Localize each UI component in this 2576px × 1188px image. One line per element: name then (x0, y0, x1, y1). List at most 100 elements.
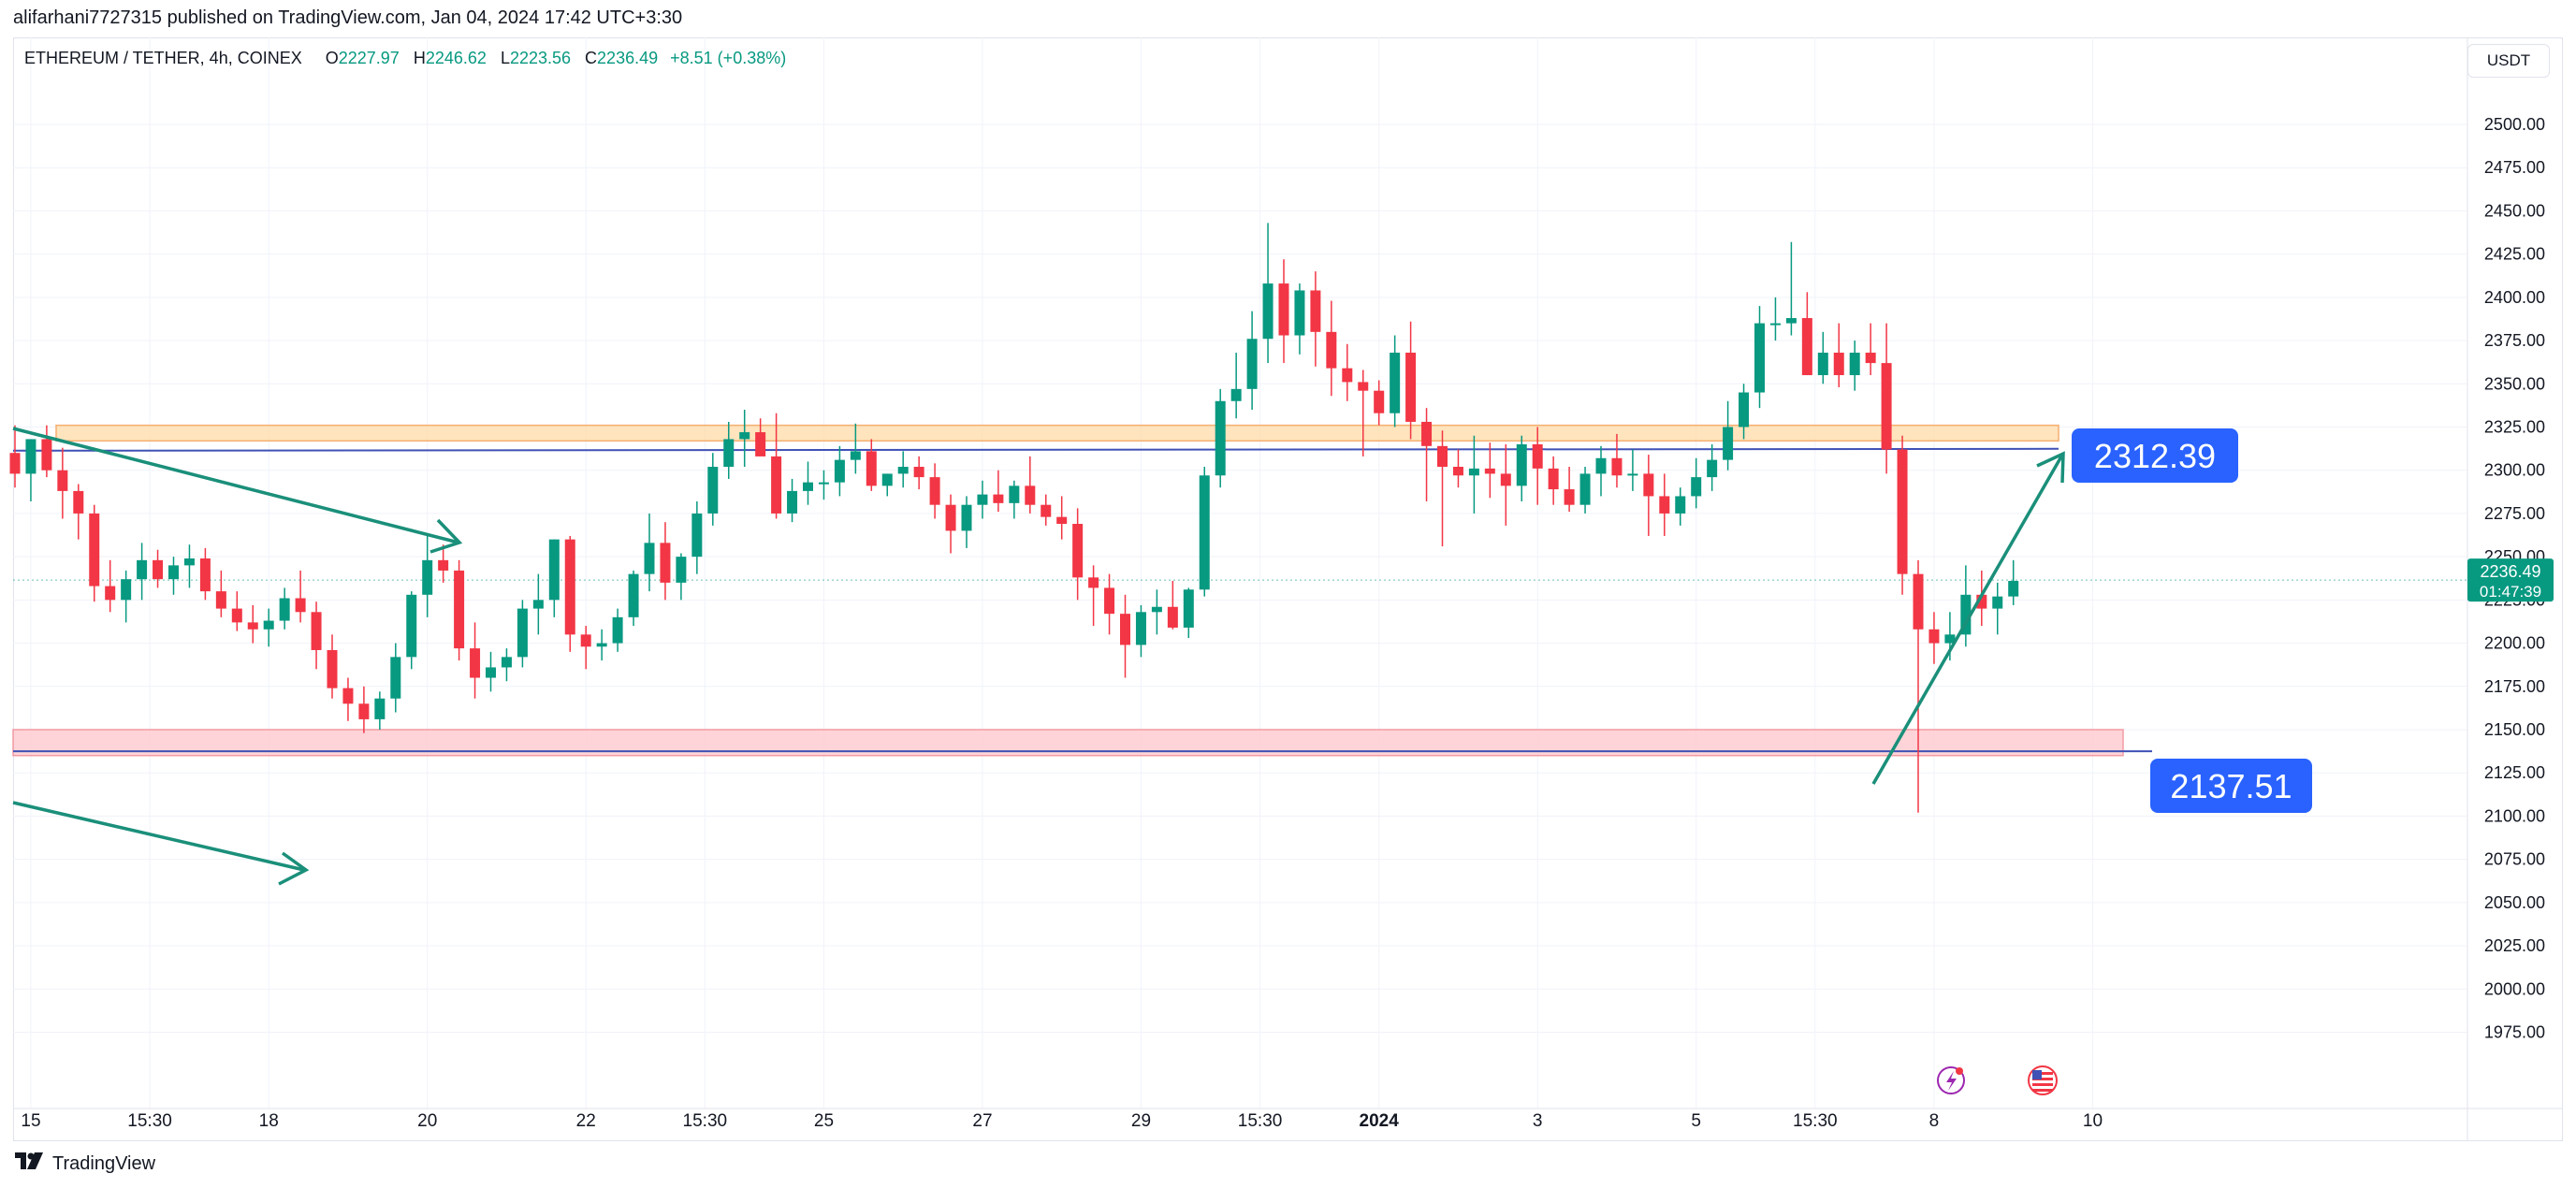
time-axis: 15 15:30 18 20 22 15:30 25 27 29 15:30 2024 3 5 15:30… (13, 1108, 2563, 1131)
arrow-head-icon (2036, 451, 2065, 484)
currency-button[interactable]: USDT (2467, 44, 2550, 78)
candle (199, 547, 211, 601)
candle (660, 522, 671, 601)
candle-body (1532, 443, 1543, 469)
tradingview-brand[interactable]: TradingView (15, 1152, 155, 1175)
candle-body (1135, 612, 1146, 645)
candle-body (628, 573, 639, 617)
candle-body (1992, 596, 2003, 609)
close-label: C (585, 49, 598, 67)
candle (342, 677, 354, 721)
candle-body (247, 622, 258, 630)
candle (993, 470, 1004, 513)
candle-body (1215, 400, 1226, 476)
candle (929, 463, 940, 519)
candle-body (1865, 353, 1876, 364)
candle (1421, 408, 1433, 501)
candle-body (1833, 353, 1844, 376)
candle-body (517, 608, 528, 658)
candle-body (1928, 629, 1940, 644)
candle-body (1500, 473, 1511, 486)
candle (707, 453, 719, 526)
time-tick-label: 8 (1929, 1111, 1940, 1131)
candle-body (1659, 496, 1670, 514)
candle-body (374, 698, 386, 719)
candle-body (644, 543, 655, 574)
candle-body (1785, 318, 1797, 324)
candle (1500, 443, 1511, 526)
candle-body (1104, 587, 1115, 615)
candle (406, 591, 417, 670)
candle (532, 573, 544, 635)
candle-body (993, 494, 1004, 503)
candle (564, 535, 575, 652)
candle (1009, 480, 1020, 519)
candle-body (834, 459, 845, 483)
candle (183, 544, 195, 588)
candle (1817, 331, 1828, 384)
candle-body (168, 565, 179, 580)
candle (327, 634, 338, 699)
close-value: 2236.49 (597, 49, 659, 67)
candle-body (1976, 594, 1987, 609)
annotations: 2312.39 2137.51 (12, 427, 2312, 886)
candle-body (137, 559, 148, 580)
candle-body (311, 612, 322, 650)
price-tick-label: 2500.00 (2484, 115, 2545, 134)
candle (945, 494, 956, 554)
price-tick-label: 2125.00 (2484, 763, 2545, 782)
candle (390, 643, 401, 713)
candle (1484, 442, 1495, 499)
candle (153, 549, 164, 588)
candle (1246, 311, 1258, 411)
candle (676, 553, 687, 601)
candle (2008, 559, 2019, 605)
candle (1468, 435, 1479, 514)
candle (215, 570, 226, 617)
current-price-tag: 2236.49 01:47:39 (2467, 558, 2554, 602)
price-tick-label: 2400.00 (2484, 288, 2545, 307)
candle-body (1088, 577, 1099, 588)
candle (1437, 430, 1448, 547)
candle (834, 445, 845, 497)
chart-frame (13, 37, 2563, 1141)
price-zones (12, 424, 2467, 757)
candle-body (1294, 290, 1305, 336)
candle-body (881, 473, 893, 486)
price-tick-label: 2050.00 (2484, 893, 2545, 912)
candle (121, 570, 132, 623)
candle (1723, 400, 1734, 471)
candle (1215, 388, 1226, 488)
candle-body (850, 451, 861, 460)
change-value: +8.51 (+0.38%) (670, 49, 787, 67)
symbol-label: ETHEREUM / TETHER, 4h, COINEX (24, 49, 302, 67)
candle (486, 651, 496, 692)
candle-body (1707, 459, 1718, 478)
time-tick-label: 29 (1131, 1111, 1151, 1131)
candle-body (454, 570, 465, 649)
candle (1390, 335, 1401, 427)
candle-body (1199, 475, 1210, 590)
candle (755, 418, 766, 456)
candle-body (1691, 477, 1702, 497)
candle (311, 601, 322, 670)
candle-body (1675, 496, 1686, 514)
candle-body (390, 657, 401, 699)
candle (739, 410, 750, 468)
candle (231, 591, 242, 631)
candle-body (707, 467, 719, 514)
trend-arrow-down-line (12, 427, 459, 544)
candle-body (1817, 353, 1828, 376)
candle-body (358, 703, 370, 719)
candle (358, 686, 370, 733)
time-tick-label: 27 (972, 1111, 992, 1131)
candle-body (1326, 331, 1337, 369)
candle (25, 439, 36, 501)
candle (1041, 494, 1052, 526)
time-tick-label: 25 (814, 1111, 834, 1131)
candle (1769, 297, 1781, 341)
candle (41, 425, 52, 478)
candle-body (1183, 589, 1194, 628)
candle-body (1611, 457, 1623, 476)
